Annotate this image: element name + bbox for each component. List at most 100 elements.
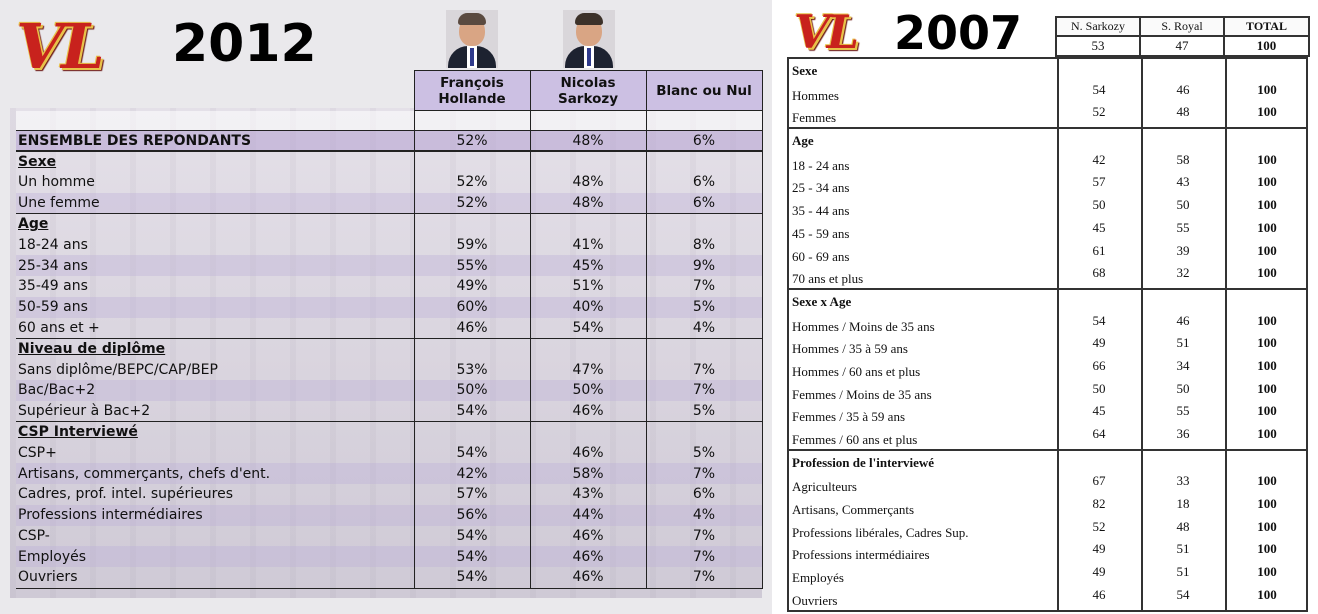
column-divider (1141, 541, 1143, 565)
value-total: 100 (1257, 151, 1277, 167)
row-label: Un homme (16, 172, 415, 193)
column-divider (1057, 219, 1059, 243)
value-sarkozy (530, 150, 647, 173)
table-row: Femmes 52 48 100 (789, 104, 1306, 128)
value-blanc-nul: 7% (646, 525, 763, 547)
value-sarkozy: 44% (530, 504, 647, 526)
value-royal: 51 (1176, 335, 1190, 351)
value-royal: 51 (1176, 564, 1190, 580)
row-label: Hommes / 60 ans et plus (792, 363, 921, 379)
column-divider (1225, 174, 1227, 198)
sarkozy-portrait (563, 10, 615, 68)
results-body-2012: ENSEMBLE DES REPONDANTS 52% 48% 6% Sexe Un ho… (16, 110, 763, 589)
value-royal: 55 (1176, 219, 1190, 235)
column-divider (1057, 403, 1059, 426)
column-divider (1225, 518, 1227, 542)
value-blanc-nul: 7% (646, 567, 763, 589)
col-header-sarkozy-2007: N. Sarkozy (1055, 16, 1141, 37)
row-label: 50-59 ans (16, 296, 415, 318)
row-label: Cadres, prof. intel. supérieures (16, 484, 415, 505)
value-hollande (414, 421, 531, 443)
header-blank (16, 70, 415, 111)
column-divider (1141, 403, 1143, 426)
table-row: Femmes / Moins de 35 ans 50 50 100 (789, 380, 1306, 404)
row-label: Artisans, commerçants, chefs d'ent. (16, 463, 415, 485)
value-total: 100 (1257, 242, 1277, 258)
value-sarkozy: 45 (1092, 403, 1106, 419)
value-royal: 39 (1176, 242, 1190, 258)
value-royal: 46 (1176, 81, 1190, 97)
column-divider (1141, 242, 1143, 266)
column-divider (1057, 357, 1059, 381)
value-blanc-nul: 5% (646, 400, 763, 422)
group-section: Sexe Hommes 54 46 100 Femmes 52 48 100 (789, 59, 1306, 128)
value-total: 100 (1257, 380, 1277, 396)
column-divider (1225, 219, 1227, 243)
value-sarkozy: 46% (530, 400, 647, 422)
table-row: 18 - 24 ans 42 58 100 (789, 151, 1306, 175)
value-hollande (414, 110, 531, 131)
value-royal: 18 (1176, 496, 1190, 512)
column-divider (1225, 357, 1227, 381)
column-divider (1141, 518, 1143, 542)
column-divider (1057, 312, 1059, 336)
value-royal: 55 (1176, 403, 1190, 419)
value-sarkozy: 61 (1092, 242, 1106, 258)
value-sarkozy: 46 (1092, 586, 1106, 602)
row-label: CSP+ (16, 442, 415, 464)
table-row: Ouvriers 46 54 100 (789, 586, 1306, 610)
total-sarkozy-2007: 53 (1055, 35, 1141, 57)
column-divider (1225, 335, 1227, 358)
column-divider (1057, 564, 1059, 587)
row-label: Femmes / Moins de 35 ans (792, 386, 932, 402)
row-label: 18-24 ans (16, 234, 415, 256)
value-sarkozy: 67 (1092, 473, 1106, 489)
section-title: CSP Interviewé (18, 424, 138, 441)
value-hollande: 49% (414, 276, 531, 297)
table-row: CSP+ 54% 46% 5% (16, 442, 763, 464)
value-sarkozy: 57 (1092, 174, 1106, 190)
column-divider (1141, 473, 1143, 497)
row-label: Professions libérales, Cadres Sup. (792, 524, 969, 540)
value-total: 100 (1257, 564, 1277, 580)
section-header-row: CSP Interviewé (16, 421, 763, 443)
row-label: 60 ans et + (16, 317, 415, 339)
hollande-portrait (446, 10, 498, 68)
column-divider (1141, 197, 1143, 220)
table-row: Employés 54% 46% 7% (16, 546, 763, 568)
table-row: Femmes / 60 ans et plus 64 36 100 (789, 426, 1306, 449)
value-sarkozy: 41% (530, 234, 647, 256)
value-hollande: 53% (414, 359, 531, 381)
row-label: Professions intermédiaires (16, 504, 415, 526)
row-label: Artisans, Commerçants (792, 502, 915, 518)
column-divider (1057, 586, 1059, 610)
column-divider (1225, 426, 1227, 449)
table-row: Ouvriers 54% 46% 7% (16, 567, 763, 589)
column-divider (1225, 242, 1227, 266)
table-row: Agriculteurs 67 33 100 (789, 473, 1306, 497)
table-row: Une femme 52% 48% 6% (16, 192, 763, 214)
value-hollande: 54% (414, 567, 531, 589)
table-row: Femmes / 35 à 59 ans 45 55 100 (789, 403, 1306, 426)
column-divider (1225, 81, 1227, 105)
row-label: Ouvriers (16, 567, 415, 589)
column-divider (1141, 312, 1143, 336)
value-sarkozy: 45% (530, 255, 647, 277)
value-sarkozy: 45 (1092, 219, 1106, 235)
column-divider (1141, 496, 1143, 519)
value-royal: 32 (1176, 265, 1190, 281)
column-divider (1141, 151, 1143, 175)
column-divider (1057, 380, 1059, 404)
column-divider (1225, 265, 1227, 288)
group-section: Age 18 - 24 ans 42 58 100 25 - 34 ans 57 43 100 3… (789, 127, 1306, 288)
row-label: Employés (792, 570, 844, 586)
value-total: 100 (1257, 426, 1277, 441)
value-royal: 48 (1176, 104, 1190, 120)
table-row: Supérieur à Bac+2 54% 46% 5% (16, 400, 763, 422)
column-divider (1225, 541, 1227, 565)
value-total: 100 (1257, 219, 1277, 235)
vl-logo: VL (16, 10, 105, 83)
column-divider (1057, 174, 1059, 198)
value-hollande: 52% (414, 130, 531, 153)
value-total: 100 (1257, 403, 1277, 419)
